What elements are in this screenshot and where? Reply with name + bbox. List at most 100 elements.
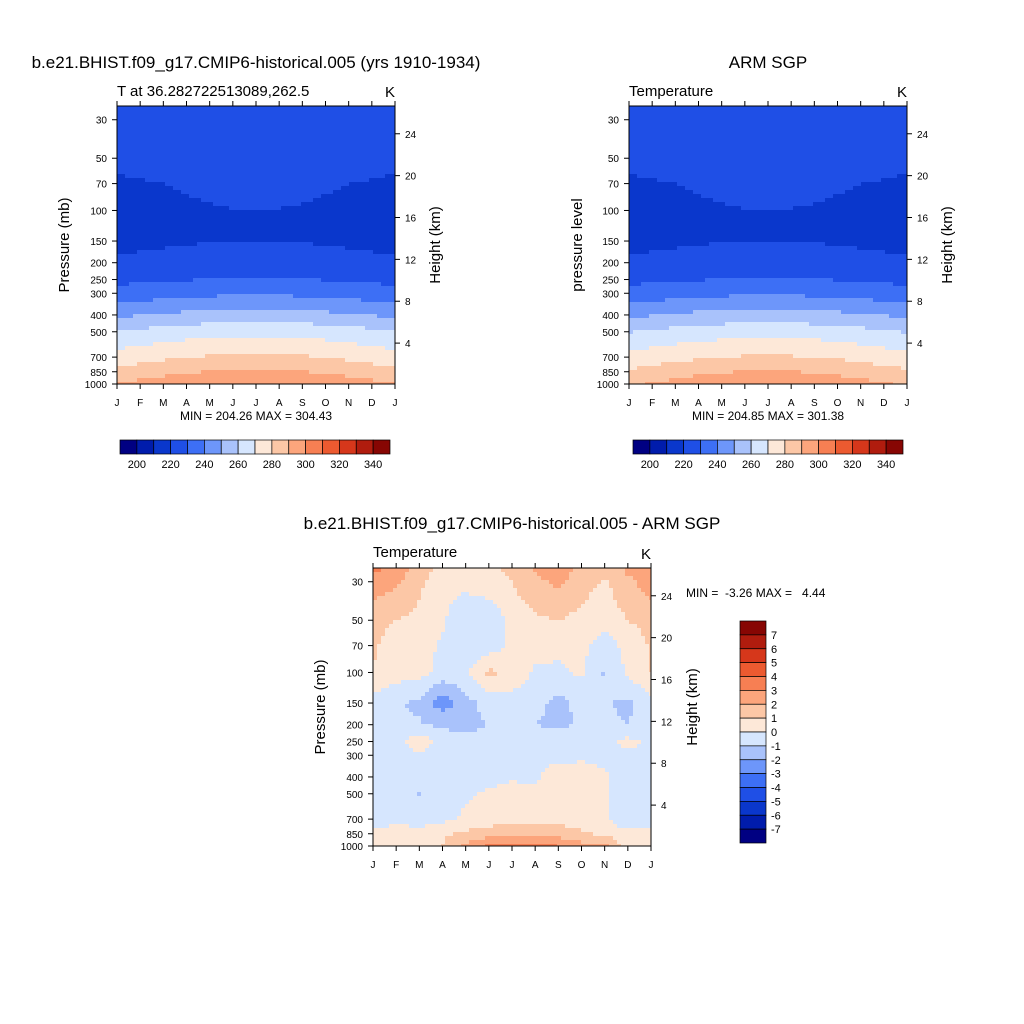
contour-cell (377, 306, 382, 311)
contour-cell (289, 310, 294, 315)
contour-cell (221, 162, 226, 167)
contour-cell (189, 334, 194, 339)
contour-cell (217, 246, 222, 251)
contour-cell (133, 162, 138, 167)
contour-cell (165, 382, 170, 384)
contour-cell (385, 206, 390, 211)
contour-cell (369, 326, 374, 331)
contour-cell (273, 298, 278, 303)
contour-cell (329, 378, 334, 383)
contour-cell (141, 106, 146, 111)
contour-cell (213, 158, 218, 163)
contour-cell (317, 230, 322, 235)
contour-cell (297, 354, 302, 359)
contour-cell (121, 354, 126, 359)
contour-cell (377, 210, 382, 215)
contour-cell (293, 370, 298, 375)
contour-cell (185, 134, 190, 139)
contour-cell (325, 238, 330, 243)
contour-cell (313, 114, 318, 119)
contour-cell (133, 338, 138, 343)
contour-cell (313, 294, 318, 299)
contour-cell (309, 350, 314, 355)
contour-cell (253, 122, 258, 127)
contour-cell (377, 130, 382, 135)
contour-cell (125, 282, 130, 287)
contour-cell (385, 362, 390, 367)
contour-cell (153, 302, 158, 307)
contour-cell (353, 326, 358, 331)
contour-cell (233, 326, 238, 331)
contour-cell (137, 286, 142, 291)
y-tick-label: 400 (90, 311, 107, 322)
contour-cell (333, 278, 338, 283)
contour-cell (285, 322, 290, 327)
contour-cell (237, 122, 242, 127)
contour-cell (293, 230, 298, 235)
contour-cell (201, 306, 206, 311)
contour-cell (365, 122, 370, 127)
contour-cell (361, 246, 366, 251)
contour-cell (209, 170, 214, 175)
contour-cell (281, 214, 286, 219)
contour-cell (193, 322, 198, 327)
contour-cell (241, 246, 246, 251)
contour-cell (173, 246, 178, 251)
contour-cell (121, 242, 126, 247)
contour-cell (237, 130, 242, 135)
contour-cell (217, 146, 222, 151)
contour-cell (265, 182, 270, 187)
contour-cell (341, 206, 346, 211)
contour-cell (161, 282, 166, 287)
contour-cell (185, 178, 190, 183)
y-right-tick-label: 8 (405, 297, 411, 308)
contour-cell (381, 338, 386, 343)
contour-cell (141, 146, 146, 151)
contour-cell (313, 342, 318, 347)
contour-cell (357, 170, 362, 175)
contour-cell (385, 374, 390, 379)
contour-cell (333, 246, 338, 251)
contour-cell (341, 310, 346, 315)
contour-cell (253, 182, 258, 187)
contour-cell (213, 150, 218, 155)
contour-cell (325, 106, 330, 111)
contour-cell (381, 250, 386, 255)
contour-cell (297, 278, 302, 283)
contour-cell (185, 250, 190, 255)
contour-cell (177, 210, 182, 215)
contour-cell (353, 354, 358, 359)
contour-cell (169, 322, 174, 327)
contour-cell (193, 122, 198, 127)
contour-cell (169, 134, 174, 139)
contour-cell (381, 346, 386, 351)
contour-cell (245, 294, 250, 299)
contour-cell (273, 242, 278, 247)
contour-cell (377, 198, 382, 203)
contour-cell (357, 282, 362, 287)
contour-cell (141, 294, 146, 299)
contour-cell (233, 198, 238, 203)
contour-cell (229, 246, 234, 251)
contour-cell (385, 190, 390, 195)
contour-cell (209, 142, 214, 147)
contour-cell (381, 342, 386, 347)
contour-cell (209, 198, 214, 203)
contour-cell (309, 366, 314, 371)
contour-cell (137, 214, 142, 219)
contour-cell (273, 310, 278, 315)
contour-cell (189, 190, 194, 195)
contour-cell (181, 126, 186, 131)
contour-cell (133, 334, 138, 339)
contour-cell (269, 206, 274, 211)
contour-cell (129, 210, 134, 215)
contour-cell (209, 146, 214, 151)
contour-cell (257, 242, 262, 247)
contour-cell (277, 334, 282, 339)
contour-cell (305, 366, 310, 371)
contour-cell (129, 238, 134, 243)
contour-cell (357, 190, 362, 195)
contour-cell (257, 330, 262, 335)
contour-cell (149, 214, 154, 219)
contour-cell (321, 234, 326, 239)
